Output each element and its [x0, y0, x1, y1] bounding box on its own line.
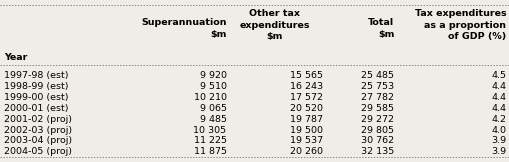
Text: 2002-03 (proj): 2002-03 (proj): [4, 126, 72, 135]
Text: 4.4: 4.4: [492, 93, 506, 102]
Text: 25 485: 25 485: [361, 71, 394, 80]
Text: 4.4: 4.4: [492, 82, 506, 91]
Text: 1997-98 (est): 1997-98 (est): [4, 71, 69, 80]
Text: 4.2: 4.2: [492, 115, 506, 124]
Text: 4.0: 4.0: [492, 126, 506, 135]
Text: 9 065: 9 065: [200, 104, 227, 113]
Text: 10 305: 10 305: [193, 126, 227, 135]
Text: 16 243: 16 243: [290, 82, 323, 91]
Text: 2003-04 (proj): 2003-04 (proj): [4, 136, 72, 145]
Text: 11 875: 11 875: [193, 147, 227, 156]
Text: 15 565: 15 565: [290, 71, 323, 80]
Text: 9 485: 9 485: [200, 115, 227, 124]
Text: 9 510: 9 510: [200, 82, 227, 91]
Text: 20 520: 20 520: [290, 104, 323, 113]
Text: 30 762: 30 762: [361, 136, 394, 145]
Text: 2004-05 (proj): 2004-05 (proj): [4, 147, 72, 156]
Text: 19 787: 19 787: [290, 115, 323, 124]
Text: 19 500: 19 500: [290, 126, 323, 135]
Text: 1998-99 (est): 1998-99 (est): [4, 82, 69, 91]
Text: Other tax
expenditures
$m: Other tax expenditures $m: [240, 9, 310, 41]
Text: 4.5: 4.5: [492, 71, 506, 80]
Text: 4.4: 4.4: [492, 104, 506, 113]
Text: 1999-00 (est): 1999-00 (est): [4, 93, 69, 102]
Text: 29 272: 29 272: [361, 115, 394, 124]
Text: 25 753: 25 753: [361, 82, 394, 91]
Text: Tax expenditures
as a proportion
of GDP (%): Tax expenditures as a proportion of GDP …: [415, 9, 506, 41]
Text: 29 585: 29 585: [361, 104, 394, 113]
Text: Total
$m: Total $m: [369, 18, 394, 39]
Text: Year: Year: [4, 52, 27, 62]
Text: 10 210: 10 210: [193, 93, 227, 102]
Text: 3.9: 3.9: [491, 136, 506, 145]
Text: 17 572: 17 572: [290, 93, 323, 102]
Text: 9 920: 9 920: [200, 71, 227, 80]
Text: 20 260: 20 260: [290, 147, 323, 156]
Text: 29 805: 29 805: [361, 126, 394, 135]
Text: 11 225: 11 225: [193, 136, 227, 145]
Text: 2001-02 (proj): 2001-02 (proj): [4, 115, 72, 124]
Text: 32 135: 32 135: [361, 147, 394, 156]
Text: 27 782: 27 782: [361, 93, 394, 102]
Text: 2000-01 (est): 2000-01 (est): [4, 104, 69, 113]
Text: 3.9: 3.9: [491, 147, 506, 156]
Text: 19 537: 19 537: [290, 136, 323, 145]
Text: Superannuation
$m: Superannuation $m: [141, 18, 227, 39]
